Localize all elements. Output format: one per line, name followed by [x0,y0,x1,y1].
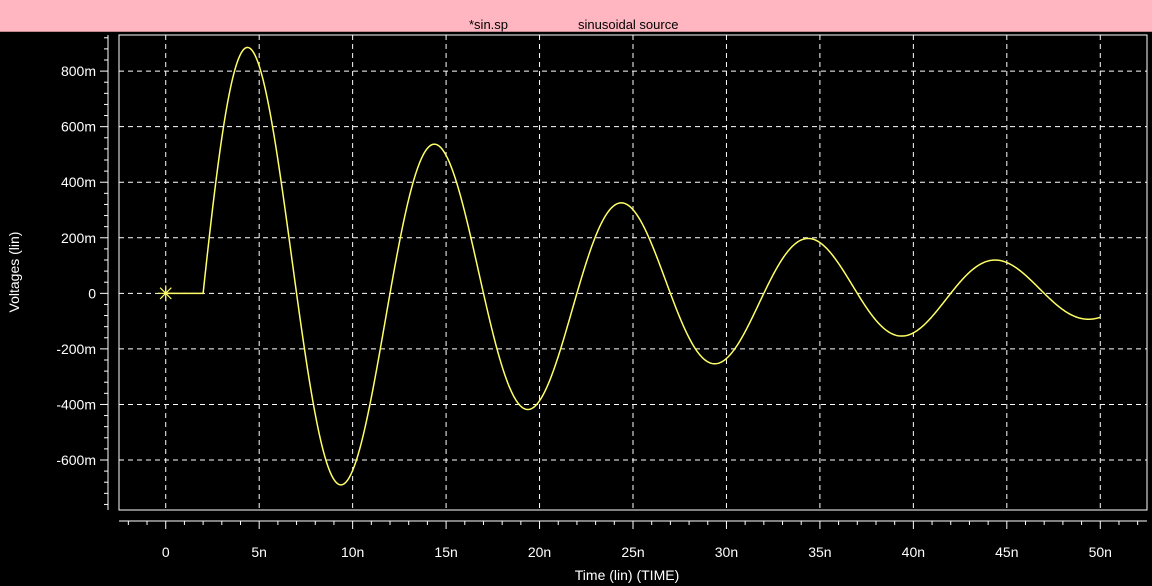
traces [158,47,1101,484]
x-tick-label: 0 [162,544,170,560]
x-tick-label: 45n [995,544,1018,560]
y-tick-label: 400m [61,174,96,190]
x-tick-label: 35n [808,544,831,560]
start-marker-icon [158,285,174,301]
y-tick-label: -400m [56,396,96,412]
x-axis-title: Time (lin) (TIME) [575,567,679,583]
voltage-trace-line [166,47,1101,484]
x-tick-label: 50n [1089,544,1112,560]
y-tick-label: 0 [88,285,96,301]
grid-lines [119,35,1147,510]
x-tick-label: 10n [341,544,364,560]
x-tick-label: 5n [251,544,267,560]
tick-labels: 0 5n 10n 15n 20n 25n 30n 35n 40n 45n 50n 800m 600m 40… [56,63,1112,560]
y-tick-label: 600m [61,119,96,135]
x-tick-label: 40n [902,544,925,560]
y-tick-label: -200m [56,341,96,357]
x-tick-label: 25n [621,544,644,560]
x-tick-label: 15n [434,544,457,560]
axes [100,35,1147,529]
y-tick-label: 800m [61,63,96,79]
x-tick-label: 30n [715,544,738,560]
y-tick-label: 200m [61,230,96,246]
y-tick-label: -600m [56,452,96,468]
x-tick-label: 20n [528,544,551,560]
y-axis-title: Voltages (lin) [6,232,22,313]
